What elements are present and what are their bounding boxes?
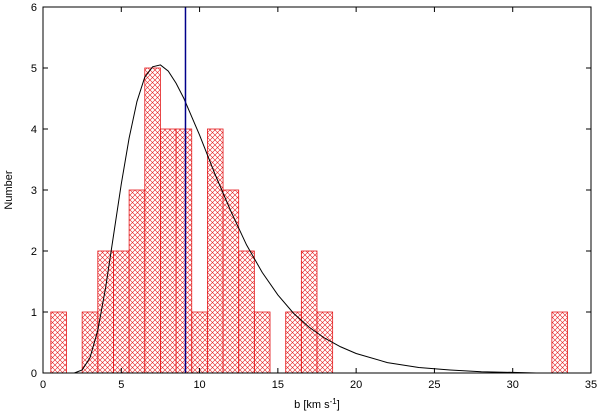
y-tick-label: 2 [31, 246, 37, 258]
histogram-bar [144, 67, 161, 374]
histogram-bar [191, 311, 208, 374]
histogram-bar [50, 311, 67, 374]
histogram-bar [316, 311, 334, 374]
x-tick-label: 10 [193, 379, 205, 391]
histogram-bar [97, 250, 114, 374]
x-tick-label: 25 [428, 379, 440, 391]
histogram-bar [238, 250, 255, 374]
y-tick-label: 6 [31, 2, 37, 14]
x-tick-label: 15 [272, 379, 284, 391]
histogram-bar [113, 250, 130, 374]
histogram-bar [285, 311, 302, 374]
x-axis-title-suffix: ] [337, 399, 340, 411]
y-tick-label: 5 [31, 63, 37, 75]
histogram-bar [222, 189, 240, 374]
x-axis-title-main: b [km s [294, 399, 330, 411]
histogram-bar [175, 128, 193, 374]
histogram-bar [206, 128, 224, 374]
y-axis-ticks: 0 1 2 3 4 5 6 [31, 2, 591, 380]
x-tick-label: 5 [118, 379, 124, 391]
x-tick-label: 20 [350, 379, 362, 391]
y-tick-label: 0 [31, 368, 37, 380]
x-axis-ticks: 0 5 10 15 20 25 30 35 [40, 7, 597, 391]
x-tick-label: 0 [40, 379, 46, 391]
histogram-bar [300, 250, 318, 374]
y-tick-label: 4 [31, 124, 37, 136]
y-tick-label: 3 [31, 185, 37, 197]
x-axis-title: b [km s-1] [294, 397, 340, 411]
histogram-bar [81, 311, 99, 374]
histogram-bars [50, 67, 568, 374]
y-tick-label: 1 [31, 307, 37, 319]
y-axis-title: Number [3, 170, 15, 209]
x-tick-label: 30 [507, 379, 519, 391]
histogram-bar [128, 189, 146, 374]
x-axis-title-superscript: -1 [330, 397, 338, 406]
histogram-bar [253, 311, 271, 374]
fit-curve [74, 64, 537, 374]
x-tick-label: 35 [585, 379, 597, 391]
histogram-bar [160, 128, 177, 374]
histogram-bar [551, 311, 568, 374]
